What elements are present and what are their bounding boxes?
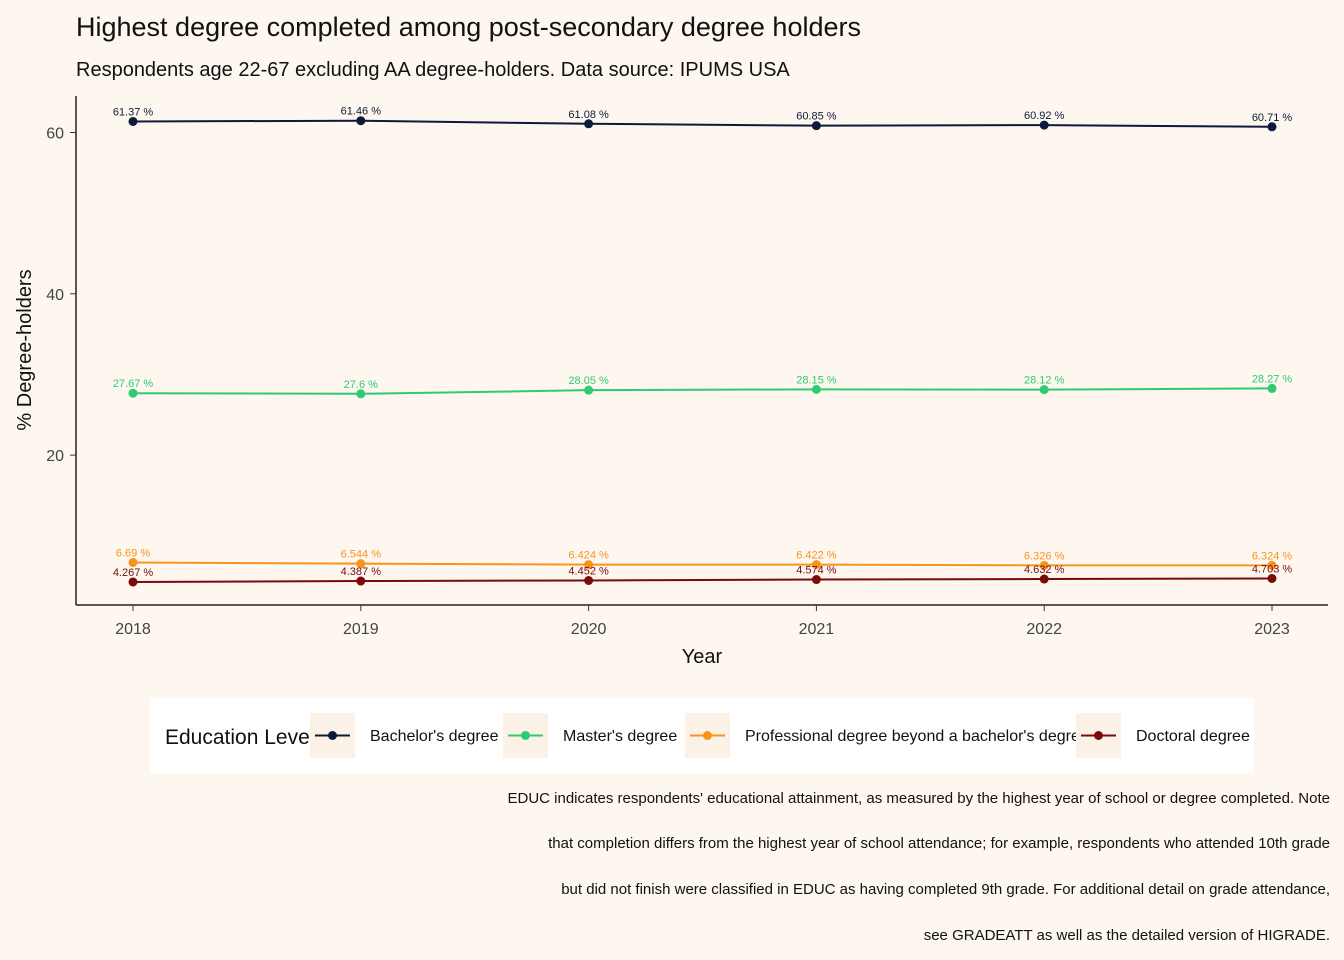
y-tick-label: 20 [46,448,64,465]
data-label: 28.12 % [1024,375,1065,387]
series-0: 61.37 % 61.46 % 61.08 % 60.85 % 60.92 % 60.71… [113,106,1293,132]
data-label: 4.632 % [1024,564,1065,576]
data-label: 6.69 % [116,547,150,559]
data-point [584,575,594,585]
data-point [356,559,366,569]
series-1: 27.67 % 27.6 % 28.05 % 28.15 % 28.12 % 28.27 … [113,373,1293,399]
data-point [1267,560,1277,570]
legend-label: Doctoral degree [1136,728,1250,745]
data-label: 4.387 % [341,566,382,578]
x-tick-label: 2018 [115,621,151,638]
series-3: 4.267 % 4.387 % 4.452 % 4.574 % 4.632 % 4.703… [113,563,1293,587]
data-point [584,560,594,570]
data-label: 4.703 % [1252,563,1293,575]
legend-label: Master's degree [563,728,677,745]
data-label: 6.422 % [796,550,837,562]
data-label: 60.71 % [1252,112,1293,124]
series-line [132,387,1273,395]
legend-key-point [1094,731,1103,740]
x-tick-label: 2021 [799,621,835,638]
legend-item-2: Professional degree beyond a bachelor's … [685,713,1089,758]
legend-key-point [328,731,337,740]
data-label: 4.452 % [568,565,609,577]
data-label: 61.46 % [341,106,382,118]
data-point [128,557,138,567]
legend-item-1: Master's degree [503,713,677,758]
data-point [1039,560,1049,570]
data-point [128,388,138,398]
data-label: 28.05 % [568,375,609,387]
data-label: 6.326 % [1024,550,1065,562]
data-label: 61.08 % [568,109,609,121]
data-label: 60.92 % [1024,110,1065,122]
data-point [584,385,594,395]
legend-key-point [521,731,530,740]
caption-line-2: that completion differs from the highest… [548,835,1330,852]
chart-subtitle: Respondents age 22-67 excluding AA degre… [76,59,790,81]
x-tick-label: 2019 [343,621,379,638]
data-point [128,116,138,126]
data-point [356,576,366,586]
data-label: 4.574 % [796,565,837,577]
x-tick-label: 2020 [571,621,607,638]
data-point [584,119,594,129]
legend-item-0: Bachelor's degree [310,713,499,758]
series-line [132,577,1273,583]
chart-title: Highest degree completed among post-seco… [76,12,861,42]
data-point [811,560,821,570]
caption-line-4: see GRADEATT as well as the detailed ver… [924,927,1330,944]
data-point [1267,573,1277,583]
caption-line-3: but did not finish were classified in ED… [561,881,1330,898]
data-point [1267,383,1277,393]
data-point [128,577,138,587]
data-label: 4.267 % [113,567,154,579]
data-label: 28.15 % [796,374,837,386]
data-point [811,384,821,394]
legend-item-3: Doctoral degree [1076,713,1250,758]
data-label: 6.424 % [568,550,609,562]
x-tick-label: 2023 [1254,621,1290,638]
x-tick-label: 2022 [1026,621,1062,638]
y-tick-label: 60 [46,126,64,143]
data-label: 28.27 % [1252,373,1293,385]
legend-label: Bachelor's degree [370,728,499,745]
x-axis-title: Year [682,646,723,668]
data-point [1039,385,1049,395]
y-axis-title: % Degree-holders [14,269,36,430]
caption: EDUC indicates respondents' educational … [507,790,1330,944]
series-line [132,119,1273,128]
data-point [811,575,821,585]
data-point [1039,120,1049,130]
data-label: 60.85 % [796,111,837,123]
data-point [811,121,821,131]
data-label: 61.37 % [113,106,154,118]
y-tick-label: 40 [46,287,64,304]
legend-label: Professional degree beyond a bachelor's … [745,728,1089,745]
legend-title: Education Level [165,726,314,749]
caption-line-1: EDUC indicates respondents' educational … [507,790,1330,807]
legend-key-point [703,731,712,740]
data-point [1039,574,1049,584]
data-label: 6.324 % [1252,550,1293,562]
series-line [132,561,1273,567]
data-point [1267,122,1277,132]
data-label: 6.544 % [341,549,382,561]
legend: Education Level Bachelor's degree Master'… [150,698,1254,773]
data-point [356,116,366,126]
series-2: 6.69 % 6.544 % 6.424 % 6.422 % 6.326 % 6.324 … [116,547,1293,570]
data-point [356,389,366,399]
data-label: 27.67 % [113,378,154,390]
data-label: 27.6 % [344,379,378,391]
